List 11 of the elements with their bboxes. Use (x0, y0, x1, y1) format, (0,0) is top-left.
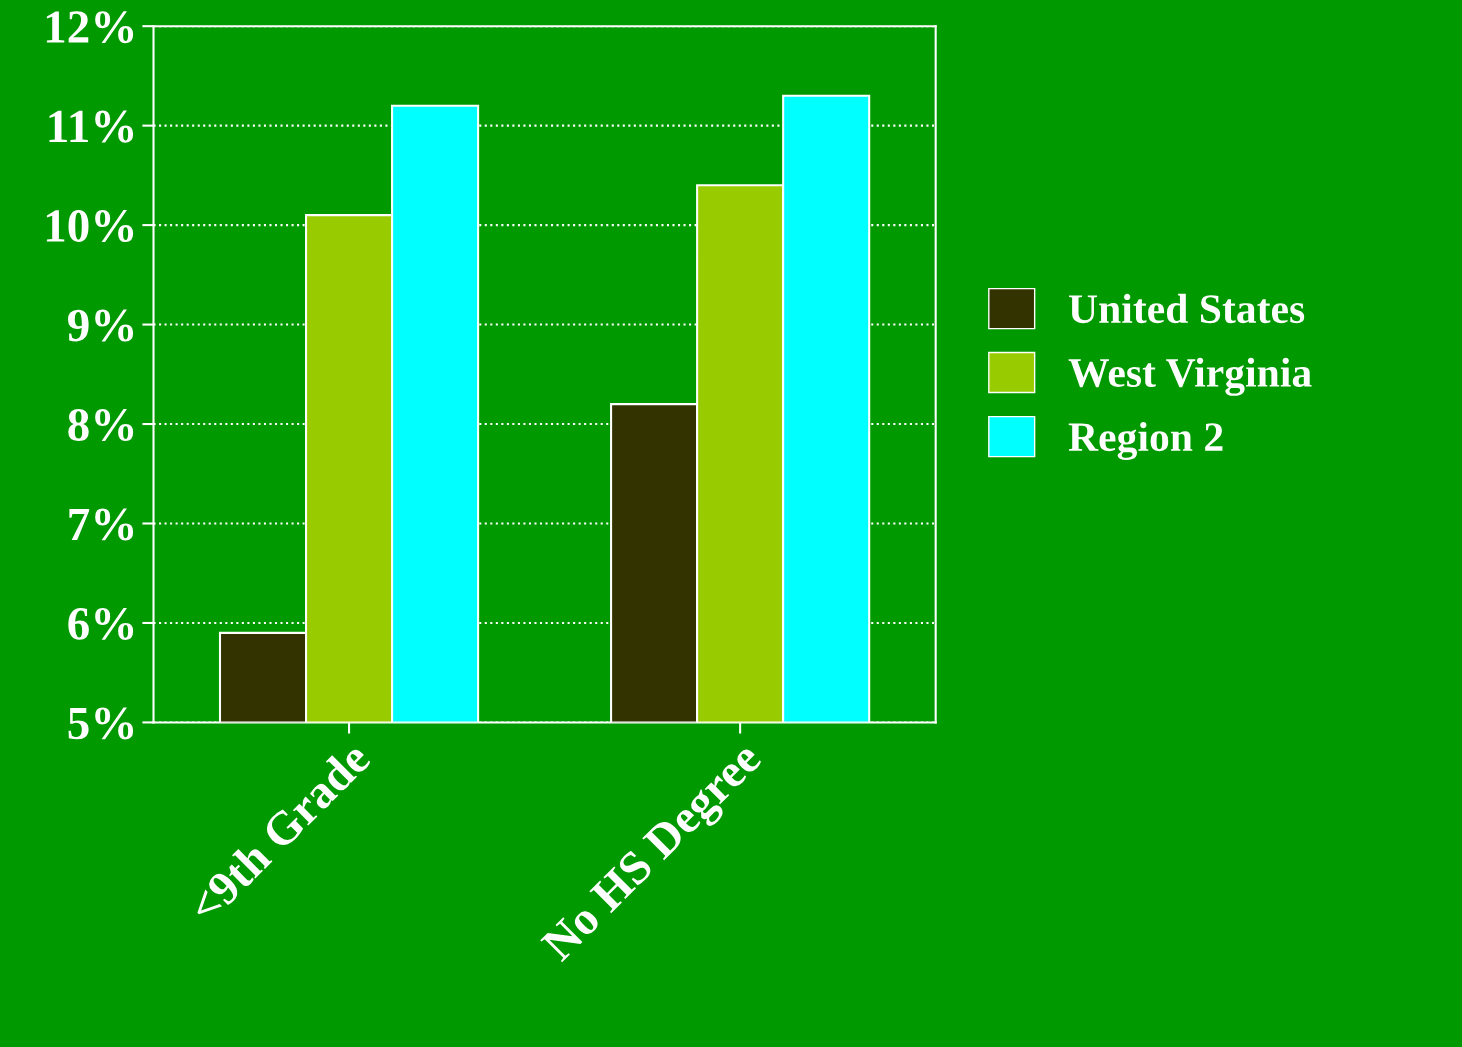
y-tick-label: 6% (68, 607, 134, 640)
y-tick-label: 11% (49, 110, 134, 143)
legend-label: West Virginia (1068, 357, 1312, 396)
y-tick-label: 10% (46, 210, 134, 243)
y-tick-label: 12% (46, 11, 134, 44)
y-tick-label: 7% (69, 508, 134, 541)
y-tick-label: 5% (68, 707, 134, 740)
y-tick-label: 9% (68, 309, 134, 342)
legend-label: United States (1069, 293, 1305, 324)
legend-label: Region 2 (1068, 421, 1223, 461)
y-tick-label: 8% (68, 409, 134, 442)
